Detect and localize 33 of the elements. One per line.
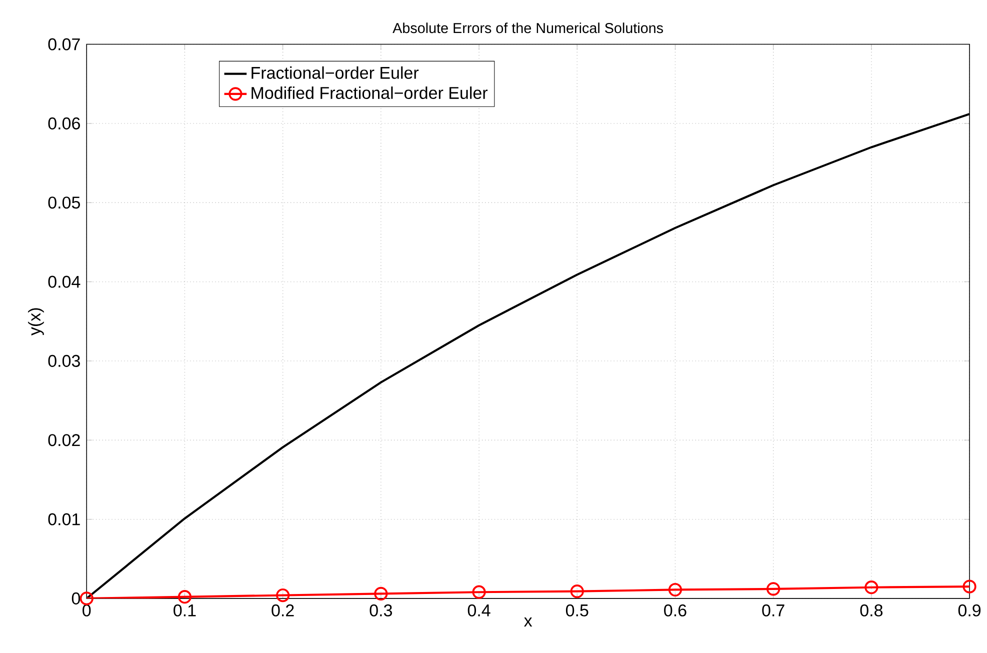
point bbox=[80, 592, 94, 606]
x-tick-label: 0.9 bbox=[958, 604, 981, 617]
chart-title: Absolute Errors of the Numerical Solutions bbox=[392, 22, 663, 34]
x-tick-label: 0 bbox=[82, 604, 91, 617]
legend-label: Modified Fractional−order Euler bbox=[252, 86, 488, 100]
point bbox=[570, 584, 584, 598]
x-tick-label: 0.5 bbox=[566, 604, 588, 617]
point bbox=[766, 582, 780, 596]
point bbox=[962, 580, 976, 594]
x-axis-title: x bbox=[524, 618, 532, 627]
point bbox=[668, 583, 682, 597]
point bbox=[276, 588, 290, 602]
x-tick-label: 0.4 bbox=[468, 604, 490, 617]
y-tick-label: 0.07 bbox=[48, 38, 80, 51]
y-tick-label: 0 bbox=[72, 592, 80, 605]
y-axis-title: y(x) bbox=[28, 308, 44, 336]
point bbox=[472, 586, 486, 600]
x-tick-label: 0.2 bbox=[272, 604, 294, 617]
x-tick-label: 0.6 bbox=[664, 604, 686, 617]
x-tick-label: 0.3 bbox=[370, 604, 392, 617]
legend-label: Fractional−order Euler bbox=[252, 66, 419, 80]
y-tick-label: 0.02 bbox=[48, 434, 80, 446]
x-tick-label: 0.8 bbox=[860, 604, 882, 617]
x-tick-label: 0.1 bbox=[174, 604, 196, 617]
x-tick-label: 0.7 bbox=[762, 604, 784, 617]
y-tick-label: 0.04 bbox=[48, 276, 80, 288]
point bbox=[374, 587, 388, 601]
y-tick-label: 0.03 bbox=[48, 355, 80, 368]
point bbox=[864, 580, 878, 594]
y-tick-label: 0.06 bbox=[48, 118, 80, 130]
y-tick-label: 0.05 bbox=[48, 196, 80, 209]
y-tick-label: 0.01 bbox=[48, 513, 80, 526]
point bbox=[178, 590, 192, 604]
